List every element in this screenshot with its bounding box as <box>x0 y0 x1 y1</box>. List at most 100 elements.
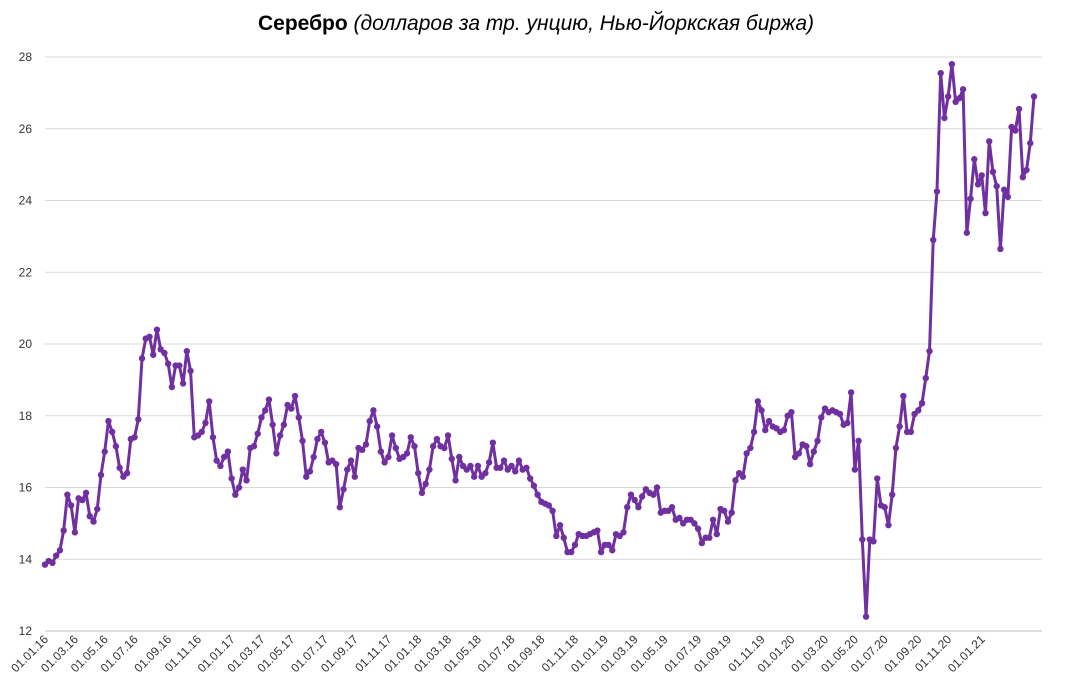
data-point <box>336 504 344 511</box>
data-point <box>892 444 900 452</box>
data-point <box>810 448 818 455</box>
data-point <box>526 475 534 482</box>
data-point <box>407 434 414 441</box>
data-point <box>780 426 788 434</box>
data-point <box>366 417 373 425</box>
data-point <box>448 455 455 462</box>
data-point <box>500 457 508 464</box>
data-point <box>989 168 997 175</box>
data-point <box>944 93 952 100</box>
data-point <box>691 520 698 527</box>
data-point <box>97 471 105 479</box>
data-point <box>556 521 564 529</box>
data-point <box>844 419 851 427</box>
data-point <box>388 432 396 439</box>
data-point <box>202 419 209 427</box>
data-point <box>1027 139 1034 147</box>
data-point <box>56 547 64 554</box>
chart-title-main: Серебро <box>258 12 348 35</box>
data-point <box>881 504 888 511</box>
data-point <box>560 534 567 541</box>
data-point <box>243 477 250 484</box>
data-point <box>269 421 276 428</box>
data-point <box>79 496 86 504</box>
data-point <box>709 516 717 523</box>
data-point <box>971 156 978 163</box>
x-axis-ticks: 01.01.1601.03.1601.05.1601.07.1601.09.16… <box>8 632 988 675</box>
data-point <box>213 457 220 464</box>
data-point <box>138 355 146 362</box>
data-point <box>452 477 459 484</box>
data-point <box>870 538 877 545</box>
data-point <box>847 389 855 396</box>
data-point <box>668 504 676 511</box>
data-point <box>422 480 429 488</box>
data-point <box>224 448 232 455</box>
data-point <box>859 536 866 543</box>
x-tick-label: 01.01.21 <box>945 632 988 675</box>
y-axis-ticks: 12 14 16 18 20 22 24 26 28 <box>19 50 33 638</box>
data-point <box>153 326 161 333</box>
data-point <box>344 466 351 473</box>
data-point <box>594 527 601 534</box>
data-point <box>467 462 474 470</box>
data-point <box>956 95 963 102</box>
data-point <box>381 459 388 466</box>
data-point <box>638 493 646 500</box>
data-point <box>635 504 642 511</box>
data-point <box>209 434 217 441</box>
data-point <box>377 448 385 455</box>
data-point <box>1000 186 1008 193</box>
data-point <box>235 484 243 491</box>
data-point <box>198 428 205 436</box>
data-point <box>534 491 541 498</box>
data-point <box>930 236 937 244</box>
data-point <box>631 496 638 504</box>
data-point <box>724 518 732 525</box>
data-point <box>135 416 142 423</box>
data-point <box>220 453 228 461</box>
data-point <box>963 229 971 236</box>
data-point <box>373 423 381 430</box>
data-point <box>217 462 224 470</box>
data-point <box>605 541 612 549</box>
data-point <box>347 457 355 464</box>
data-point <box>150 351 157 358</box>
data-point <box>836 410 844 418</box>
data-point <box>620 529 627 536</box>
data-point <box>624 504 631 511</box>
data-point <box>299 437 306 445</box>
data-point <box>900 392 907 400</box>
data-point <box>795 450 803 457</box>
data-point <box>306 468 314 475</box>
data-point <box>456 453 463 461</box>
data-point <box>411 443 418 450</box>
data-point <box>444 432 452 439</box>
data-point <box>747 444 754 452</box>
data-point <box>90 518 97 525</box>
data-point <box>650 491 657 498</box>
data-point <box>713 530 720 538</box>
data-point <box>1015 105 1023 113</box>
data-point <box>765 417 773 425</box>
data-point <box>273 450 280 457</box>
data-point <box>485 459 493 466</box>
y-tick-label: 24 <box>19 194 33 208</box>
data-point <box>116 464 123 471</box>
data-point <box>698 539 706 547</box>
data-point <box>94 505 101 513</box>
data-point <box>739 473 747 480</box>
y-tick-label: 22 <box>19 265 33 279</box>
y-tick-label: 12 <box>19 624 33 638</box>
series-line <box>43 62 1036 619</box>
data-point <box>321 439 329 446</box>
data-point <box>515 457 523 464</box>
data-point <box>597 548 605 556</box>
data-point <box>232 491 239 498</box>
data-point <box>474 462 482 470</box>
data-point <box>523 464 530 471</box>
data-point <box>206 398 213 405</box>
data-point <box>721 507 728 515</box>
